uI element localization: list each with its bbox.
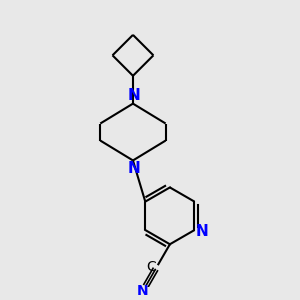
Text: N: N	[196, 224, 209, 239]
Text: N: N	[137, 284, 149, 298]
Text: C: C	[147, 260, 156, 274]
Text: N: N	[128, 161, 140, 176]
Text: N: N	[128, 88, 140, 103]
